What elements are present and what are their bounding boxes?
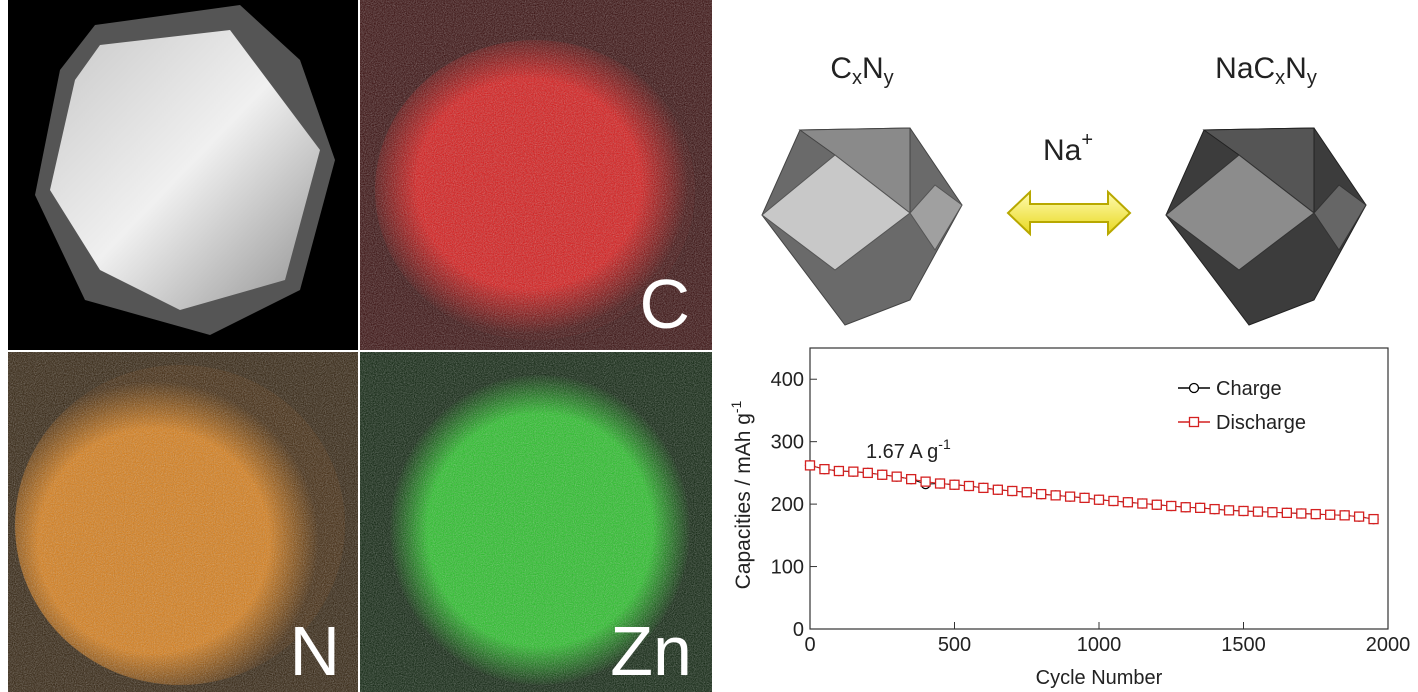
data-point <box>1253 507 1262 516</box>
data-point <box>806 461 815 470</box>
data-point <box>849 467 858 476</box>
legend-label: Charge <box>1216 378 1282 400</box>
data-point <box>1297 509 1306 518</box>
data-point <box>863 468 872 477</box>
data-point <box>1152 500 1161 509</box>
ion-label: Na+ <box>1043 129 1093 167</box>
polyhedron <box>1166 128 1366 325</box>
data-point <box>1167 501 1176 510</box>
micrographs: C N Zn <box>8 0 712 692</box>
data-point <box>1311 510 1320 519</box>
data-point <box>1066 492 1075 501</box>
script: x <box>1275 67 1285 89</box>
data-point <box>1080 493 1089 502</box>
data-point <box>1037 490 1046 499</box>
text: Capacities / mAh g <box>732 413 755 589</box>
series <box>806 461 1379 524</box>
data-point <box>907 475 916 484</box>
annotation: 1.67 A g-1 <box>866 436 951 463</box>
data-point <box>921 477 930 486</box>
data-point <box>892 472 901 481</box>
data-point <box>1210 505 1219 514</box>
data-point <box>936 479 945 488</box>
x-axis-title: Cycle Number <box>1036 667 1163 689</box>
panel-label: C <box>639 265 690 343</box>
legend-marker <box>1190 384 1199 393</box>
product-label: NaCxNy <box>1215 52 1317 89</box>
data-point <box>1355 512 1364 521</box>
y-tick-label: 200 <box>771 494 804 516</box>
data-point <box>1181 503 1190 512</box>
plot-frame <box>810 348 1388 629</box>
script: y <box>884 67 894 89</box>
reactant-label: CxNy <box>830 52 893 89</box>
text: NaC <box>1215 52 1275 85</box>
data-point <box>964 482 973 491</box>
script: x <box>852 67 862 89</box>
data-point <box>1268 508 1277 517</box>
data-point <box>1109 496 1118 505</box>
text: 1.67 A g <box>866 441 938 463</box>
text: Na <box>1043 134 1082 167</box>
data-point <box>1326 510 1335 519</box>
panel-label: Zn <box>610 612 692 690</box>
data-point <box>834 467 843 476</box>
y-tick-label: 400 <box>771 369 804 391</box>
x-tick-label: 0 <box>804 634 815 656</box>
scheme: CxNy NaCxNy Na+ <box>762 52 1366 325</box>
x-tick-label: 500 <box>938 634 971 656</box>
y-axis-title: Capacities / mAh g-1 <box>728 400 755 589</box>
data-point <box>820 465 829 474</box>
legend-symbol <box>1190 418 1199 427</box>
data-point <box>1196 503 1205 512</box>
script: + <box>1081 129 1093 151</box>
data-point <box>1282 508 1291 517</box>
text: N <box>862 52 884 85</box>
panel-label: N <box>289 612 340 690</box>
data-point <box>1051 491 1060 500</box>
script: y <box>1307 67 1317 89</box>
legend-marker <box>1190 418 1199 427</box>
data-point <box>950 480 959 489</box>
data-point <box>1239 506 1248 515</box>
data-point <box>1095 495 1104 504</box>
data-point <box>1123 498 1132 507</box>
text: N <box>1285 52 1307 85</box>
text: C <box>830 52 852 85</box>
y-tick-label: 0 <box>793 619 804 641</box>
y-tick-label: 300 <box>771 432 804 454</box>
legend-symbol <box>1190 384 1199 393</box>
figure: C N Zn CxNy NaCxNy Na+ 01002003004000500… <box>0 0 1418 692</box>
data-point <box>878 470 887 479</box>
data-point <box>1008 486 1017 495</box>
chart: 0 100 200 300 400 0 500 1000 1500 2000 Cycle Numbe… <box>728 348 1410 689</box>
x-tick-label: 1500 <box>1221 634 1266 656</box>
data-point <box>979 483 988 492</box>
data-point <box>1138 499 1147 508</box>
x-tick-label: 1000 <box>1077 634 1122 656</box>
superscript: -1 <box>938 436 951 452</box>
polyhedron <box>762 128 962 325</box>
data-point <box>1369 515 1378 524</box>
superscript: -1 <box>728 400 744 413</box>
series <box>806 461 1379 524</box>
data-point <box>1340 511 1349 520</box>
double-arrow <box>1008 192 1130 234</box>
legend-label: Discharge <box>1216 412 1306 434</box>
data-point <box>1225 506 1234 515</box>
y-tick-label: 100 <box>771 557 804 579</box>
data-point <box>993 485 1002 494</box>
data-point <box>1022 488 1031 497</box>
x-tick-label: 2000 <box>1366 634 1411 656</box>
